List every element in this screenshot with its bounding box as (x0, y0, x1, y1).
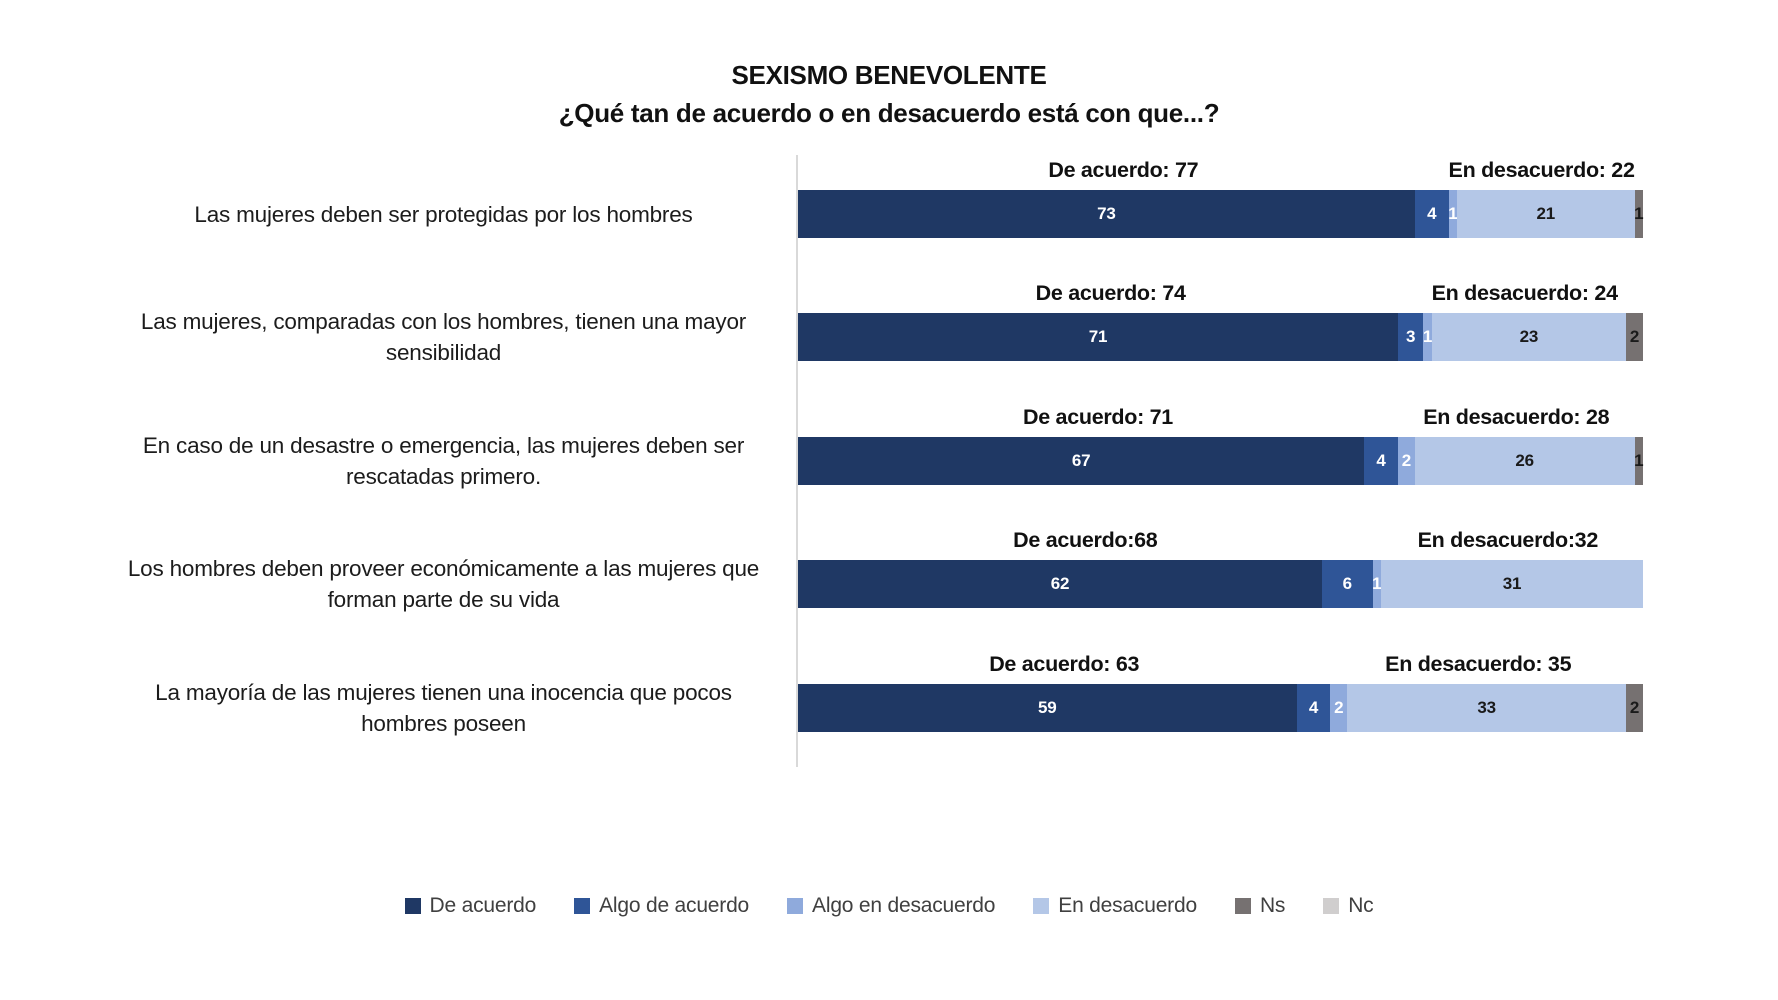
chart-row: La mayoría de las mujeres tienen una ino… (0, 652, 1778, 764)
chart-row: Los hombres deben proveer económicamente… (0, 528, 1778, 640)
disagree-group-label: En desacuerdo: 35 (1385, 652, 1572, 676)
y-axis-line (796, 155, 798, 767)
disagree-group-label: En desacuerdo:32 (1417, 528, 1599, 552)
legend-label: Algo de acuerdo (599, 894, 750, 917)
disagree-group-label: En desacuerdo: 24 (1431, 281, 1618, 305)
bar-segment-en_desacuerdo: 26 (1414, 437, 1635, 485)
segment-value-label: 2 (1629, 327, 1640, 346)
bar-segment-algo_en_desacuerdo: 2 (1397, 437, 1415, 485)
legend-label: Nc (1348, 894, 1374, 917)
legend-swatch-algo_de_acuerdo (574, 898, 591, 914)
bar-segment-en_desacuerdo: 21 (1457, 190, 1635, 238)
segment-value-label: 59 (1038, 698, 1057, 717)
bar-segment-de_acuerdo: 71 (798, 313, 1398, 361)
stacked-bar: 73 4 1 21 1 (798, 190, 1644, 238)
bar-segment-ns: 1 (1634, 437, 1644, 485)
bar-segment-de_acuerdo: 67 (798, 437, 1365, 485)
segment-value-label: 1 (1448, 204, 1458, 223)
category-label: Las mujeres deben ser protegidas por los… (194, 201, 693, 227)
bar-segment-algo_de_acuerdo: 3 (1397, 313, 1424, 361)
bar-segment-algo_en_desacuerdo: 2 (1330, 684, 1348, 732)
segment-value-label: 67 (1071, 451, 1091, 470)
segment-value-label: 1 (1372, 574, 1382, 593)
category-label: La mayoría de las mujeres tienen una ino… (155, 680, 732, 736)
bar-segment-de_acuerdo: 59 (798, 684, 1297, 732)
bar-segment-algo_de_acuerdo: 6 (1321, 560, 1373, 608)
segment-value-label: 71 (1088, 327, 1108, 346)
segment-value-label: 2 (1629, 698, 1640, 717)
bar-segment-de_acuerdo: 73 (798, 190, 1415, 238)
bar-segment-ns: 2 (1626, 313, 1643, 361)
legend-item: Algo en desacuerdo (787, 894, 995, 918)
segment-value-label: 62 (1050, 574, 1070, 593)
legend-swatch-nc (1323, 898, 1340, 914)
segment-value-label: 1 (1634, 451, 1644, 470)
bar-segment-en_desacuerdo: 31 (1381, 560, 1643, 608)
title-block: SEXISMO BENEVOLENTE ¿Qué tan de acuerdo … (0, 58, 1778, 130)
legend-label: Algo en desacuerdo (812, 894, 996, 917)
disagree-group-label: En desacuerdo: 28 (1423, 405, 1610, 429)
stacked-bar: 67 4 2 26 1 (798, 437, 1644, 485)
legend-label: En desacuerdo (1058, 894, 1197, 917)
bar-segment-algo_de_acuerdo: 4 (1296, 684, 1331, 732)
segment-value-label: 1 (1634, 204, 1644, 223)
segment-value-label: 23 (1519, 327, 1539, 346)
stacked-bar: 59 4 2 33 2 (798, 684, 1643, 732)
bar-segment-ns: 1 (1634, 190, 1644, 238)
chart-row: En caso de un desastre o emergencia, las… (0, 405, 1778, 517)
segment-value-label: 2 (1334, 698, 1344, 717)
segment-value-label: 1 (1422, 327, 1433, 346)
segment-value-label: 73 (1097, 204, 1116, 223)
legend-swatch-en_desacuerdo (1033, 898, 1050, 914)
segment-value-label: 4 (1376, 451, 1386, 470)
chart-title: SEXISMO BENEVOLENTE (731, 60, 1047, 90)
legend-label: Ns (1259, 894, 1286, 917)
segment-value-label: 26 (1515, 451, 1534, 470)
bar-segment-algo_en_desacuerdo: 1 (1422, 313, 1433, 361)
legend-item: Algo de acuerdo (574, 894, 749, 918)
agree-group-label: De acuerdo: 71 (1022, 405, 1173, 429)
agree-group-label: De acuerdo: 77 (1048, 158, 1199, 182)
agree-group-label: De acuerdo: 74 (1035, 281, 1186, 305)
legend-label: De acuerdo (429, 894, 537, 917)
legend-swatch-ns (1234, 898, 1251, 914)
chart-row: Las mujeres deben ser protegidas por los… (0, 158, 1778, 270)
segment-value-label: 33 (1477, 698, 1496, 717)
category-label: En caso de un desastre o emergencia, las… (142, 433, 745, 489)
segment-value-label: 4 (1427, 204, 1437, 223)
agree-group-label: De acuerdo: 63 (989, 652, 1140, 676)
segment-value-label: 4 (1308, 698, 1319, 717)
legend-item: En desacuerdo (1033, 894, 1197, 918)
segment-value-label: 3 (1405, 327, 1416, 346)
bar-segment-algo_en_desacuerdo: 1 (1372, 560, 1382, 608)
chart-row: Las mujeres, comparadas con los hombres,… (0, 281, 1778, 393)
category-label: Las mujeres, comparadas con los hombres,… (140, 309, 747, 365)
segment-value-label: 6 (1342, 574, 1352, 593)
legend: De acuerdo Algo de acuerdo Algo en desacue… (0, 891, 1778, 921)
legend-item: Nc (1323, 894, 1374, 918)
legend-item: Ns (1234, 894, 1286, 918)
category-label: Los hombres deben proveer económicamente… (127, 556, 760, 612)
bar-segment-ns: 2 (1626, 684, 1643, 732)
chart-subtitle: ¿Qué tan de acuerdo o en desacuerdo está… (558, 98, 1220, 128)
legend-item: De acuerdo (404, 894, 537, 918)
stacked-bar: 62 6 1 31 (798, 560, 1643, 608)
bar-segment-en_desacuerdo: 23 (1431, 313, 1627, 361)
segment-value-label: 21 (1536, 204, 1556, 223)
segment-value-label: 31 (1502, 574, 1522, 593)
disagree-group-label: En desacuerdo: 22 (1448, 158, 1635, 182)
bar-segment-algo_de_acuerdo: 4 (1364, 437, 1398, 485)
bar-segment-algo_en_desacuerdo: 1 (1448, 190, 1458, 238)
bar-segment-de_acuerdo: 62 (798, 560, 1322, 608)
bar-segment-algo_de_acuerdo: 4 (1414, 190, 1449, 238)
legend-swatch-algo_en_desacuerdo (787, 898, 804, 914)
agree-group-label: De acuerdo:68 (1013, 528, 1158, 552)
stacked-bar: 71 3 1 23 2 (798, 313, 1643, 361)
segment-value-label: 2 (1401, 451, 1412, 470)
bar-segment-en_desacuerdo: 33 (1347, 684, 1627, 732)
legend-swatch-de_acuerdo (404, 898, 421, 914)
